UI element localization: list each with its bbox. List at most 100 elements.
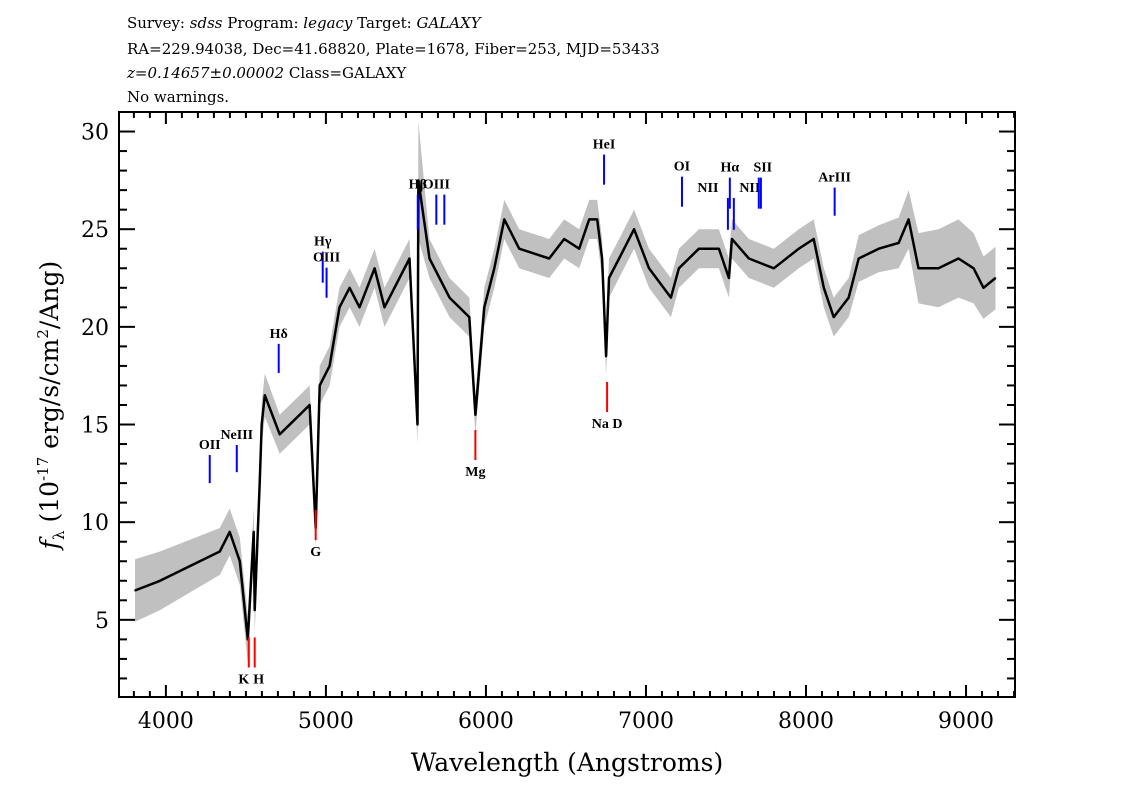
flux-point [468,316,471,318]
class-value: Class=GALAXY [284,64,407,82]
flux-point [897,242,900,244]
header-line-2: RA=229.94038, Dec=41.68820, Plate=1678, … [127,40,660,58]
y-tick-label: 25 [81,218,109,243]
flux-point [718,247,720,250]
plot-frame [118,111,1016,698]
flux-point [957,257,960,260]
flux-point [596,218,598,221]
x-tick-label: 4000 [138,709,194,734]
flux-point [798,247,800,250]
y-tick-label: 10 [81,511,109,536]
flux-point [417,179,420,182]
x-tick-label: 8000 [778,709,834,734]
y-tick-label: 5 [95,609,109,634]
flux-point [416,423,419,426]
flux-point [159,579,161,582]
line-label: OIII [423,178,450,193]
flux-point [588,218,590,221]
flux-point [608,277,610,279]
program-value: legacy [303,14,353,32]
line-label: HeI [593,138,616,153]
line-label: SII [753,161,772,176]
flux-point [678,267,680,270]
y-title-sub: λ [50,530,68,540]
line-label: Na D [592,417,623,432]
line-label: Hδ [270,327,288,342]
flux-point [605,355,607,357]
flux-point [253,609,256,611]
flux-point [670,296,672,299]
flux-point [373,267,376,270]
flux-point [328,365,331,367]
flux-point [252,531,255,533]
axes: 4000 5000 6000 7000 8000 9000 5 10 15 20 25 30 [81,111,1016,734]
y-title-exp2: 2 [34,329,52,339]
flux-point [648,267,650,270]
y-title-suffix: /Ang) [35,261,64,329]
flux-point [260,423,263,426]
y-title-mid: erg/s/cm [35,338,64,456]
x-tick-label: 9000 [938,709,994,734]
y-tick-label: 15 [81,414,109,439]
flux-point [937,267,940,270]
error-band [135,121,996,663]
flux-point [408,257,411,260]
flux-point [578,247,581,250]
flux-point [298,413,301,416]
flux-point [518,247,521,250]
program-label: Program: [222,14,303,32]
flux-point [358,306,361,309]
y-tick-label: 20 [81,316,109,341]
flux-point [618,257,620,260]
flux-point [847,296,850,299]
header-line-4: No warnings. [127,88,229,106]
flux-point [982,286,985,289]
flux-point [907,218,910,221]
flux-point [548,257,550,260]
line-label: Hα [720,161,739,176]
line-label: Mg [465,465,485,480]
flux-point [972,267,975,270]
target-label: Target: [352,14,416,32]
header-line-3: z=0.14657±0.00002 Class=GALAXY [126,64,407,82]
flux-point [383,306,386,309]
flux-point [428,257,431,260]
flux-point [348,286,351,289]
survey-label: Survey: [127,14,190,32]
x-tick-label: 7000 [618,709,674,734]
error-band-area [135,121,996,663]
flux-point [239,560,241,563]
flux-point [318,384,321,387]
flux-point [994,277,997,279]
flux-point [633,228,635,230]
flux-point [822,286,825,289]
line-label: H [253,673,264,688]
y-title-exp: -17 [34,457,52,481]
y-title-symbol: f [35,536,64,551]
flux-point [917,267,920,270]
x-axis-title: Wavelength (Angstroms) [411,748,723,777]
flux-point [199,560,201,563]
line-label: G [310,545,321,560]
spectral-line-markers: OIINeIIIHδHγOIIIHβOIIIHeIOINIIHαNIISIIAr… [199,138,851,688]
flux-point [398,277,401,279]
flux-point [601,257,603,260]
line-label: OIII [313,251,340,266]
line-label: OI [674,160,690,175]
flux-point [728,277,730,279]
x-tick-label: 5000 [298,709,354,734]
flux-point [731,238,733,240]
header: Survey: sdss Program: legacy Target: GAL… [126,14,660,106]
line-label: ArIII [818,171,851,186]
flux-point [278,433,281,436]
flux-point [748,257,750,260]
line-label: NII [697,181,718,196]
flux-point [877,247,880,250]
flux-point [698,247,700,250]
y-axis-title: fλ (10-17 erg/s/cm2/Ang) [34,261,68,551]
line-label: NII [739,181,760,196]
flux-point [483,306,486,309]
line-label: Hβ [409,178,427,193]
target-value: GALAXY [416,14,482,32]
